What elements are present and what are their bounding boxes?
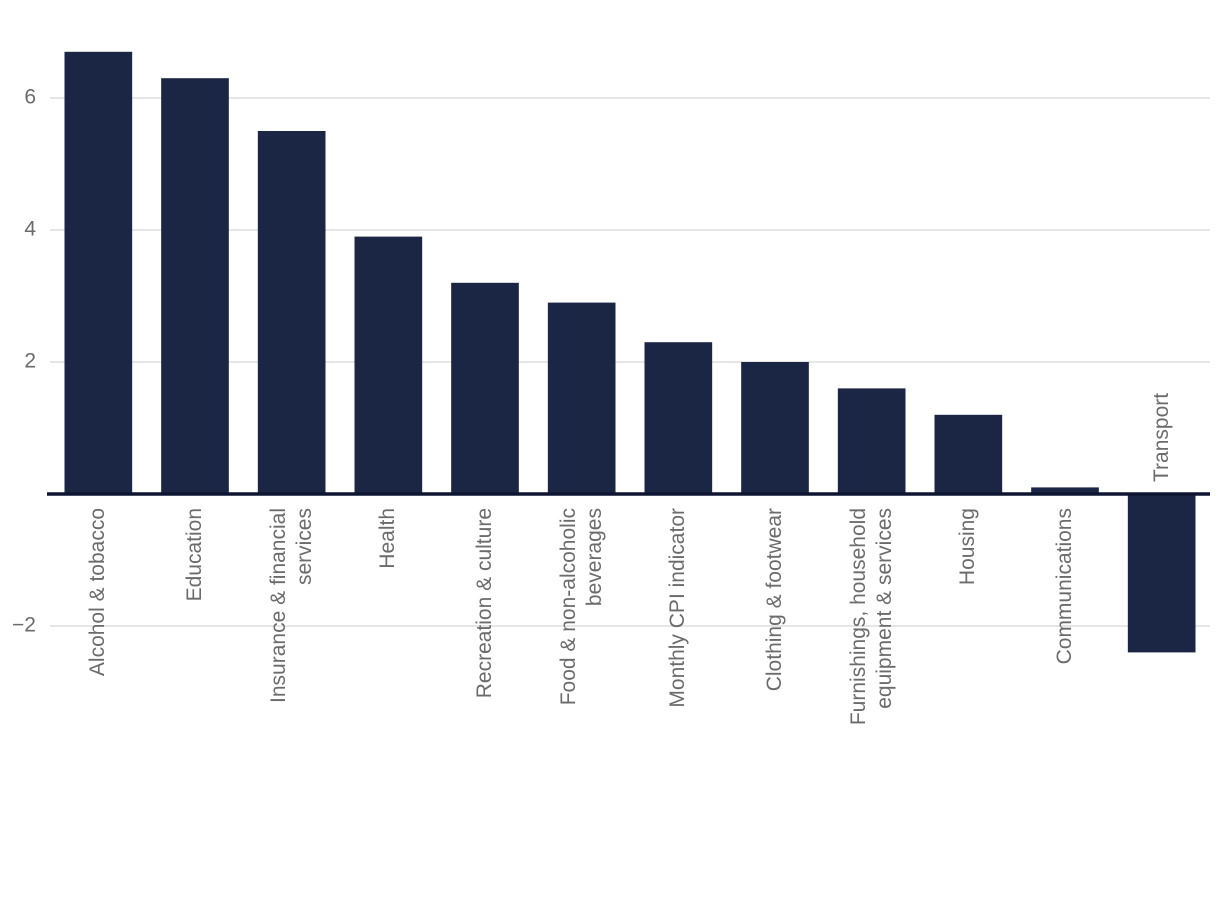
x-tick-label: Communications (1053, 508, 1076, 665)
bar (547, 302, 616, 494)
x-tick-label: Education (183, 508, 206, 602)
bar (1127, 494, 1196, 653)
bar (837, 388, 906, 494)
bar (934, 414, 1003, 494)
bar (161, 78, 229, 494)
y-tick-label: −2 (12, 614, 36, 637)
bar (354, 236, 423, 494)
x-tick-label: Recreation & culture (473, 508, 496, 699)
bar (1031, 487, 1099, 494)
y-tick-label: 6 (24, 86, 36, 109)
x-tick-label: Transport (1149, 392, 1173, 482)
x-tick-label: Insurance & financial services (266, 508, 316, 703)
bar (64, 51, 133, 495)
x-tick-label: Health (376, 508, 400, 569)
x-tick-label: Clothing & footwear (763, 508, 786, 692)
y-tick-label: 4 (24, 218, 36, 241)
x-tick-label: Housing (956, 508, 980, 586)
x-tick-label: Monthly CPI indicator (666, 508, 690, 708)
bar (451, 282, 519, 494)
y-tick-label: 2 (24, 350, 36, 373)
bar (741, 362, 809, 494)
x-tick-label: Furnishings, household equipment & servi… (846, 508, 896, 726)
x-tick-label: Food & non-alcoholic beverages (556, 508, 606, 706)
x-tick-label: Alcohol & tobacco (86, 508, 110, 677)
bar (644, 342, 713, 494)
bar (257, 131, 326, 494)
